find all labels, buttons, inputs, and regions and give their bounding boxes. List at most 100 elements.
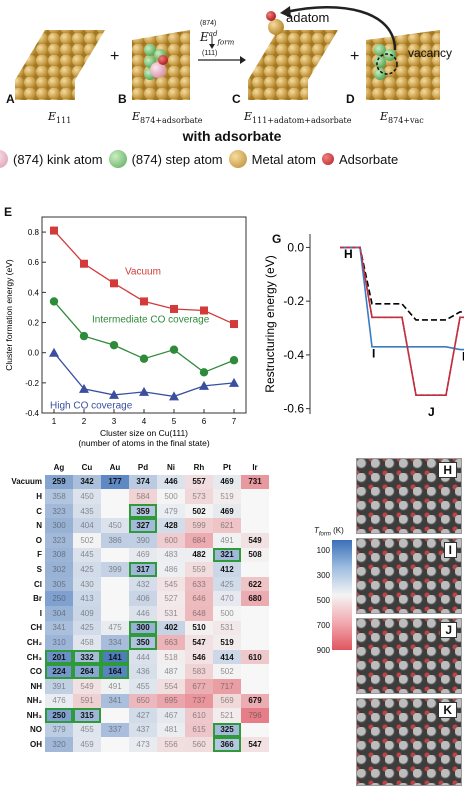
table-cell: 450 xyxy=(101,518,129,533)
table-cell xyxy=(101,489,129,504)
image-h: H xyxy=(356,458,462,534)
table-cell xyxy=(241,678,269,694)
table-row: CH 341 425 475 300 402 510 531 xyxy=(4,620,269,636)
table-column-header: Pd xyxy=(129,460,157,475)
chart-e-series-label: Intermediate CO coverage xyxy=(92,315,210,326)
table-cell: 201 xyxy=(45,649,73,665)
colorbar-tick: 700 xyxy=(316,621,330,630)
table-cell xyxy=(241,489,269,504)
table-cell: 413 xyxy=(73,591,101,606)
table-cell: 600 xyxy=(157,532,185,548)
table-cell xyxy=(241,635,269,650)
table-row-header: CH xyxy=(4,620,45,636)
top-schematic: A B C D + + Eadform (874) (111) adatom v… xyxy=(0,0,464,190)
panel-e-letter: E xyxy=(4,205,13,219)
table-row: H 358 450 584 500 573 519 xyxy=(4,489,269,504)
chart-e-point xyxy=(169,345,179,354)
table-cell: 341 xyxy=(101,693,129,709)
table-cell: 412 xyxy=(213,562,241,577)
image-j-label: J xyxy=(440,622,457,638)
chart-e-ytick-label: 0.2 xyxy=(28,319,40,328)
table-cell: 425 xyxy=(73,562,101,577)
table-cell: 622 xyxy=(241,576,269,592)
table-cell: 432 xyxy=(129,576,157,592)
panel-c-letter: C xyxy=(232,92,241,106)
table-cell: 445 xyxy=(73,547,101,563)
table-cell: 569 xyxy=(213,693,241,709)
table-cell: 633 xyxy=(185,576,213,592)
table-column-header: Ir xyxy=(241,460,269,475)
table-cell: 547 xyxy=(185,635,213,650)
table-column-header: Ni xyxy=(157,460,185,475)
chart-e-point xyxy=(109,340,119,350)
table-corner xyxy=(4,460,45,475)
table-cell: 510 xyxy=(185,620,213,636)
table-cell: 302 xyxy=(45,562,73,577)
table-cell: 679 xyxy=(241,693,269,709)
table-cell: 469 xyxy=(129,547,157,563)
table-cell: 650 xyxy=(129,693,157,709)
chart-e-point xyxy=(170,304,178,313)
legend-kink-label: (874) kink atom xyxy=(13,151,103,167)
table-cell: 455 xyxy=(129,678,157,694)
table-cell xyxy=(101,503,129,519)
table-cell: 502 xyxy=(213,664,241,679)
table-cell: 358 xyxy=(45,489,73,504)
chart-e-xtick-label: 3 xyxy=(112,417,117,426)
table-cell: 521 xyxy=(213,708,241,723)
chart-e-xtick-label: 2 xyxy=(82,417,87,426)
table-cell: 141 xyxy=(101,649,129,665)
subtitle-with-adsorbate: with adsorbate xyxy=(182,128,282,144)
table-cell: 406 xyxy=(129,591,157,606)
table-cell: 467 xyxy=(157,708,185,723)
colorbar-tick: 900 xyxy=(316,646,330,655)
table-cell: 300 xyxy=(45,518,73,533)
table-cell: 684 xyxy=(185,532,213,548)
table-row-header: CH₃ xyxy=(4,649,45,665)
table-cell: 469 xyxy=(213,503,241,519)
table-cell xyxy=(101,605,129,621)
chart-e-point xyxy=(49,297,59,306)
table-cell: 459 xyxy=(73,737,101,752)
arrow-bottom-label: (111) xyxy=(202,50,218,57)
metal-atom-icon xyxy=(228,150,247,168)
table-row: CH₂ 310 458 334 350 663 547 519 xyxy=(4,635,269,650)
panel-d-letter: D xyxy=(346,92,355,106)
table-cell: 677 xyxy=(185,678,213,694)
chart-e-xtick-label: 5 xyxy=(172,417,177,426)
table-cell: 320 xyxy=(45,737,73,752)
table-cell: 491 xyxy=(101,678,129,694)
table-row: N 300 404 450 327 428 599 621 xyxy=(4,518,269,533)
table-cell xyxy=(241,620,269,636)
chart-e-point xyxy=(200,306,208,315)
slab-d xyxy=(366,30,440,100)
chart-e: 0.8 0.6 0.4 0.2 0.0 -0.2 -0.4 1 2 3 4 5 6 7 Cluster fo… xyxy=(4,216,247,448)
table-cell: 483 xyxy=(157,547,185,563)
table-cell: 323 xyxy=(45,532,73,548)
chart-g-ytick-label: -0.4 xyxy=(283,348,304,362)
table-cell xyxy=(101,708,129,723)
table-row-header: Vacuum xyxy=(4,474,45,490)
colorbar: Tform (K) 100 300 500 700 900 xyxy=(306,526,356,660)
chart-e-ytick-label: -0.4 xyxy=(25,409,39,418)
table-cell: 486 xyxy=(157,562,185,577)
chart-e-point xyxy=(50,226,58,235)
table-cell: 547 xyxy=(241,737,269,752)
panel-g-letter: G xyxy=(272,232,282,246)
label-e874-vac: E874+vac xyxy=(380,110,424,126)
table-cell: 473 xyxy=(129,737,157,752)
table-row: CH₃ 201 332 141 444 518 546 414 610 xyxy=(4,649,269,665)
table-cell: 455 xyxy=(73,722,101,738)
table-cell: 458 xyxy=(73,635,101,650)
table-row-header: Cl xyxy=(4,576,45,592)
chart-e-point xyxy=(49,347,59,357)
label-e111-adatom: E111+adatom+adsorbate xyxy=(244,110,352,126)
table-cell: 599 xyxy=(185,518,213,533)
table-cell: 531 xyxy=(157,605,185,621)
table-cell: 469 xyxy=(213,474,241,490)
panel-a-letter: A xyxy=(6,92,15,106)
table-row: NO 379 455 337 437 481 615 325 xyxy=(4,722,269,738)
table-row-header: O xyxy=(4,532,45,548)
table-cell: 177 xyxy=(101,474,129,490)
chart-e-xlabel2: (number of atoms in the final state) xyxy=(78,438,210,448)
